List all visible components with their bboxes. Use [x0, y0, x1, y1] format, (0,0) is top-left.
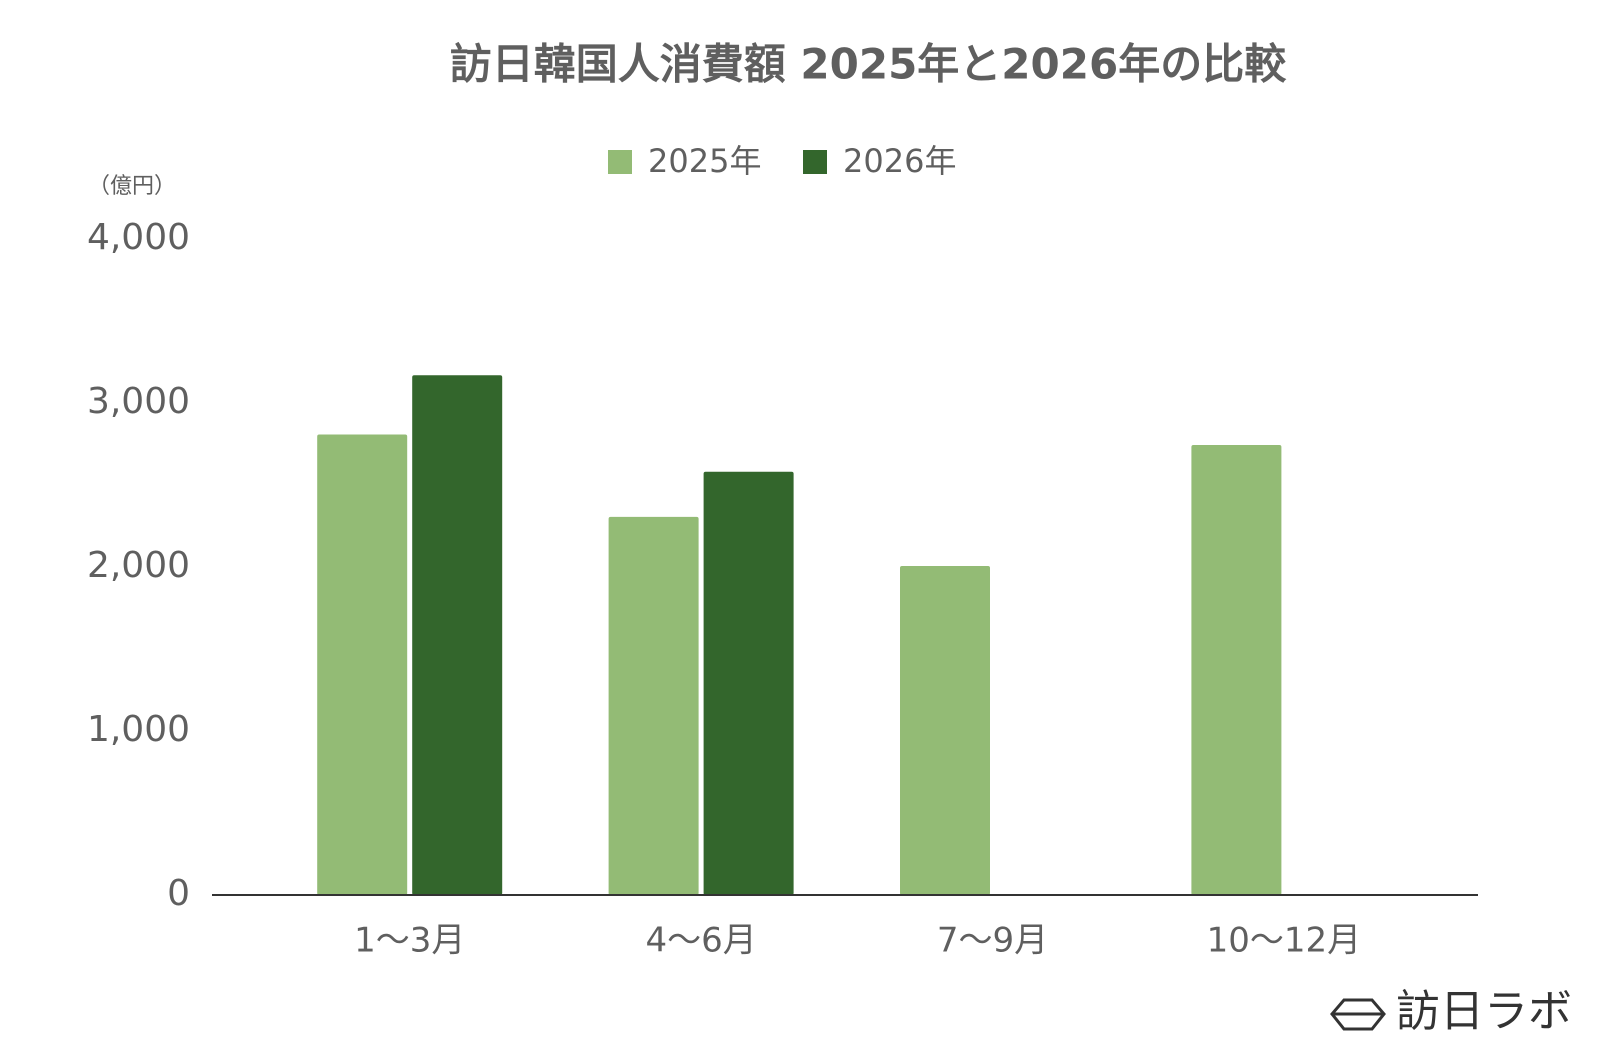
legend-label: 2026年: [843, 142, 956, 180]
bar: [1191, 444, 1282, 895]
y-axis-label: （億円）: [88, 174, 176, 199]
watermark-logo: [1330, 998, 1386, 1031]
x-tick-label: 1〜3月: [354, 921, 465, 961]
bar: [317, 434, 408, 895]
y-tick-label: 4,000: [87, 217, 190, 258]
bar: [703, 471, 794, 895]
chart-title: 訪日韓国人消費額 2025年と2026年の比較: [450, 40, 1287, 89]
legend-swatch: [608, 150, 632, 174]
x-tick-label: 7〜9月: [937, 921, 1048, 961]
legend-swatch: [803, 150, 827, 174]
x-tick-label: 4〜6月: [645, 921, 756, 961]
bar: [900, 566, 990, 895]
watermark: 訪日ラボ: [1396, 986, 1572, 1037]
legend-label: 2025年: [648, 142, 761, 180]
y-tick-label: 0: [167, 873, 190, 914]
y-tick-label: 1,000: [87, 709, 190, 750]
x-tick-label: 10〜12月: [1207, 921, 1362, 961]
y-tick-label: 3,000: [87, 381, 190, 422]
bar: [608, 516, 699, 895]
bar: [412, 375, 503, 895]
y-tick-label: 2,000: [87, 545, 190, 586]
